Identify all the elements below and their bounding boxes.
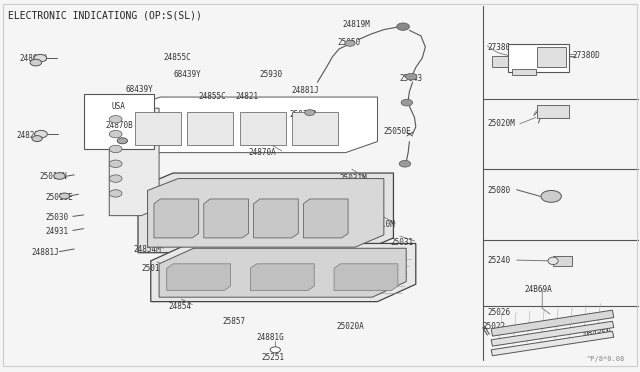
Text: 27380: 27380	[487, 42, 511, 51]
Text: ^P/8*0.08: ^P/8*0.08	[587, 356, 625, 362]
Polygon shape	[204, 199, 248, 238]
Polygon shape	[491, 331, 614, 356]
Text: 24B69A: 24B69A	[524, 285, 552, 294]
Circle shape	[541, 190, 561, 202]
Text: ELECTRONIC INDICATIONG (OP:S(SL)): ELECTRONIC INDICATIONG (OP:S(SL))	[8, 10, 202, 20]
Text: 24819M: 24819M	[342, 20, 370, 29]
Text: 25043: 25043	[400, 74, 423, 83]
Circle shape	[345, 40, 355, 46]
Bar	[511, 69, 536, 75]
Circle shape	[109, 175, 122, 182]
Bar	[553, 256, 572, 266]
Circle shape	[34, 54, 47, 62]
Bar	[492, 55, 508, 67]
Text: 24855C: 24855C	[164, 52, 191, 61]
Circle shape	[397, 23, 410, 31]
Ellipse shape	[553, 257, 572, 264]
Polygon shape	[151, 243, 416, 302]
Text: 24870B: 24870B	[105, 121, 132, 131]
Text: 25080: 25080	[487, 186, 511, 195]
Text: 68435N: 68435N	[583, 328, 611, 338]
Text: 25010E: 25010E	[45, 193, 73, 202]
Polygon shape	[148, 179, 384, 247]
Bar	[239, 112, 285, 145]
Circle shape	[109, 116, 122, 123]
Text: 24881J: 24881J	[31, 248, 59, 257]
Circle shape	[30, 59, 42, 66]
Polygon shape	[159, 248, 406, 297]
Bar	[135, 112, 180, 145]
Circle shape	[399, 160, 411, 167]
Text: 25020A: 25020A	[336, 322, 364, 331]
Circle shape	[54, 173, 65, 179]
Circle shape	[109, 190, 122, 197]
Circle shape	[32, 136, 42, 141]
Text: 25031M: 25031M	[339, 174, 367, 183]
Polygon shape	[129, 97, 378, 153]
Text: 25030: 25030	[45, 213, 68, 222]
Polygon shape	[334, 264, 398, 291]
Text: 24881J: 24881J	[291, 86, 319, 95]
Polygon shape	[253, 199, 298, 238]
Text: 25050E: 25050E	[384, 126, 412, 136]
Text: 24881Q: 24881Q	[355, 198, 383, 207]
Text: 68439Y: 68439Y	[125, 85, 153, 94]
Polygon shape	[491, 310, 614, 336]
Text: 24821: 24821	[236, 92, 259, 101]
Polygon shape	[167, 264, 230, 291]
Text: 25251: 25251	[261, 353, 284, 362]
Text: 24931: 24931	[45, 227, 68, 236]
Text: 25020M: 25020M	[487, 119, 515, 128]
Text: 25030D: 25030D	[289, 110, 317, 119]
Circle shape	[109, 131, 122, 138]
Text: 25022: 25022	[483, 322, 506, 331]
Text: 25010N: 25010N	[39, 172, 67, 181]
Text: 24881G: 24881G	[256, 333, 284, 343]
Text: 25857: 25857	[223, 317, 246, 326]
Circle shape	[406, 73, 417, 80]
Text: 24853: 24853	[169, 280, 192, 289]
Text: 25010M: 25010M	[368, 221, 396, 230]
Polygon shape	[303, 199, 348, 238]
Bar	[508, 44, 569, 72]
Circle shape	[109, 145, 122, 153]
Text: 68439Y: 68439Y	[173, 70, 201, 79]
Circle shape	[109, 160, 122, 167]
Text: 24827G: 24827G	[17, 131, 44, 141]
Polygon shape	[109, 108, 159, 216]
Circle shape	[117, 138, 127, 144]
Text: 24854M: 24854M	[134, 245, 161, 254]
Bar	[537, 47, 566, 67]
Bar	[537, 105, 569, 118]
Polygon shape	[138, 173, 394, 253]
Circle shape	[305, 110, 315, 116]
Text: 27380D: 27380D	[572, 51, 600, 60]
Text: USA: USA	[112, 102, 126, 110]
Polygon shape	[491, 321, 614, 346]
Circle shape	[35, 131, 47, 138]
Bar	[292, 112, 338, 145]
Polygon shape	[154, 199, 198, 238]
Text: 25930: 25930	[259, 70, 282, 79]
Bar	[84, 94, 154, 149]
Text: 24870A: 24870A	[248, 148, 276, 157]
Text: 25010H: 25010H	[141, 264, 169, 273]
Text: 25026: 25026	[487, 308, 511, 317]
Text: 24801H: 24801H	[20, 54, 47, 62]
Bar	[187, 112, 233, 145]
Text: 25050: 25050	[337, 38, 360, 47]
Text: 25031: 25031	[390, 238, 413, 247]
Circle shape	[270, 347, 280, 353]
Polygon shape	[250, 264, 314, 291]
Text: 24855C: 24855C	[198, 92, 227, 101]
Circle shape	[60, 193, 70, 199]
Text: 25240: 25240	[487, 256, 511, 265]
Circle shape	[401, 99, 413, 106]
Text: 24854: 24854	[169, 302, 192, 311]
Ellipse shape	[548, 257, 558, 264]
